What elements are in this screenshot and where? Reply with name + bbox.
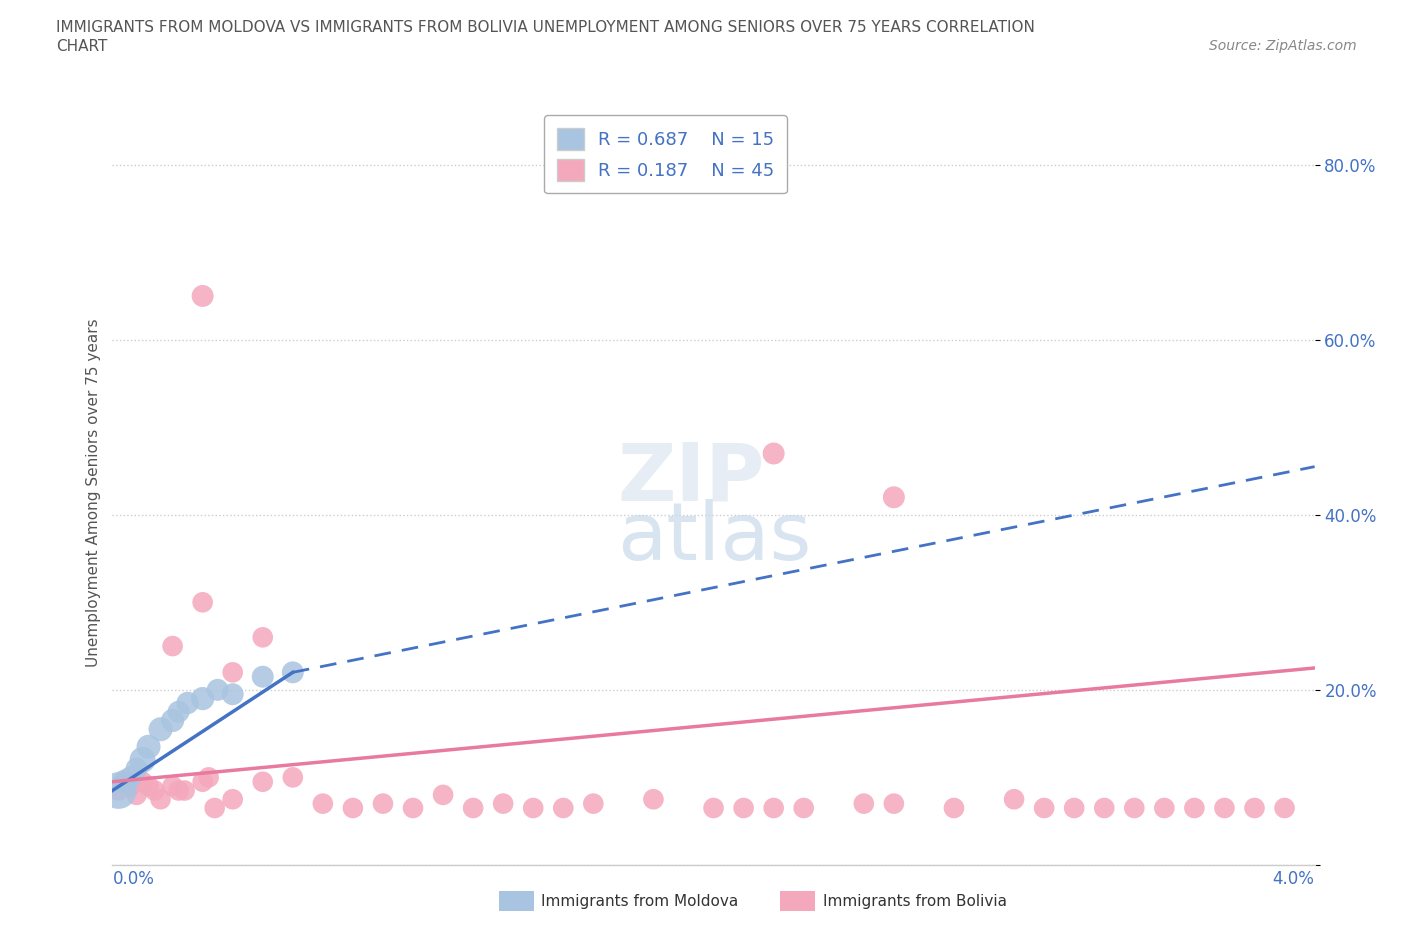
Text: 4.0%: 4.0%	[1272, 870, 1315, 888]
Point	[1243, 801, 1265, 816]
Point	[643, 791, 665, 806]
Point	[252, 775, 274, 790]
Point	[107, 783, 129, 798]
Point	[1123, 801, 1146, 816]
Text: 0.0%: 0.0%	[112, 870, 155, 888]
Point	[582, 796, 605, 811]
Point	[222, 686, 245, 701]
Text: CHART: CHART	[56, 39, 108, 54]
Point	[1063, 801, 1085, 816]
Point	[191, 595, 214, 610]
Point	[173, 783, 195, 798]
Point	[162, 713, 184, 728]
Point	[1182, 801, 1205, 816]
Point	[167, 704, 190, 719]
Point	[204, 801, 226, 816]
Point	[342, 801, 364, 816]
Point	[176, 696, 198, 711]
Text: Source: ZipAtlas.com: Source: ZipAtlas.com	[1209, 39, 1357, 53]
Point	[432, 788, 454, 803]
Point	[762, 801, 785, 816]
Point	[191, 691, 214, 706]
Point	[402, 801, 425, 816]
Point	[138, 739, 160, 754]
Point	[222, 791, 245, 806]
Point	[371, 796, 394, 811]
Point	[312, 796, 335, 811]
Point	[114, 775, 136, 790]
Point	[522, 801, 544, 816]
Point	[1033, 801, 1056, 816]
Y-axis label: Unemployment Among Seniors over 75 years: Unemployment Among Seniors over 75 years	[86, 319, 101, 667]
Point	[125, 761, 148, 776]
Text: Immigrants from Bolivia: Immigrants from Bolivia	[823, 894, 1007, 909]
Point	[1092, 801, 1115, 816]
Point	[125, 788, 148, 803]
Point	[252, 670, 274, 684]
Point	[138, 778, 160, 793]
Point	[762, 446, 785, 461]
Point	[149, 791, 172, 806]
Point	[222, 665, 245, 680]
Point	[143, 783, 166, 798]
Text: ZIP: ZIP	[617, 439, 765, 517]
Point	[131, 775, 153, 790]
Point	[492, 796, 515, 811]
Point	[1002, 791, 1025, 806]
Text: IMMIGRANTS FROM MOLDOVA VS IMMIGRANTS FROM BOLIVIA UNEMPLOYMENT AMONG SENIORS OV: IMMIGRANTS FROM MOLDOVA VS IMMIGRANTS FR…	[56, 20, 1035, 35]
Point	[162, 639, 184, 654]
Point	[191, 775, 214, 790]
Point	[131, 752, 153, 767]
Point	[1213, 801, 1236, 816]
Point	[162, 778, 184, 793]
Point	[702, 801, 725, 816]
Point	[281, 770, 304, 785]
Point	[197, 770, 219, 785]
Point	[553, 801, 575, 816]
Point	[191, 288, 214, 303]
Point	[252, 630, 274, 644]
Point	[120, 778, 142, 793]
Point	[207, 683, 229, 698]
Point	[1153, 801, 1175, 816]
Point	[942, 801, 965, 816]
Point	[883, 796, 905, 811]
Point	[281, 665, 304, 680]
Point	[883, 490, 905, 505]
Point	[1274, 801, 1296, 816]
Point	[852, 796, 875, 811]
Legend: R = 0.687    N = 15, R = 0.187    N = 45: R = 0.687 N = 15, R = 0.187 N = 45	[544, 115, 787, 193]
Point	[167, 783, 190, 798]
Point	[120, 770, 142, 785]
Point	[149, 722, 172, 737]
Point	[793, 801, 815, 816]
Text: Immigrants from Moldova: Immigrants from Moldova	[541, 894, 738, 909]
Point	[114, 775, 136, 790]
Point	[461, 801, 484, 816]
Text: atlas: atlas	[617, 498, 811, 577]
Point	[107, 783, 129, 798]
Point	[733, 801, 755, 816]
